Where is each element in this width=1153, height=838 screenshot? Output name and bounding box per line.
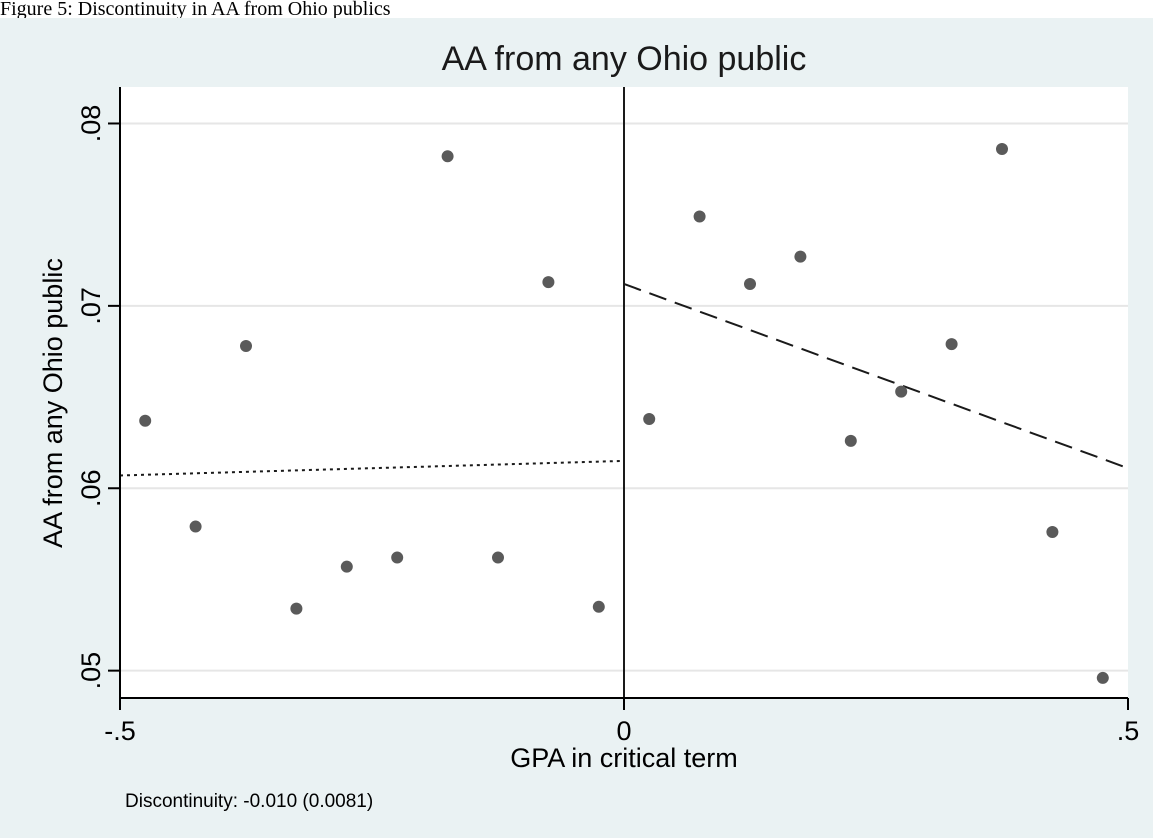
data-point: [290, 602, 303, 615]
data-point: [340, 560, 353, 573]
x-axis-label: GPA in critical term: [510, 743, 738, 773]
data-point: [895, 385, 908, 398]
y-tick-label: .08: [76, 105, 106, 143]
data-point: [744, 277, 756, 290]
data-point: [441, 150, 454, 163]
x-tick-label: .5: [1117, 716, 1140, 746]
data-point: [542, 276, 555, 289]
fit-line-right: [623, 283, 1129, 470]
data-point: [189, 520, 202, 533]
y-axis-label: AA from any Ohio public: [38, 258, 68, 548]
y-tick-label: .05: [76, 652, 106, 690]
data-point: [391, 551, 404, 564]
chart-title: AA from any Ohio public: [442, 40, 807, 78]
data-point: [643, 412, 656, 425]
data-point: [240, 339, 252, 352]
y-tick-label: .07: [76, 287, 106, 325]
x-ticks: -.5 0 .5: [104, 698, 1139, 746]
data-point: [1096, 671, 1109, 684]
y-tick-label: .06: [76, 469, 106, 507]
data-point: [945, 338, 958, 351]
data-point: [139, 414, 152, 427]
data-point: [1046, 526, 1059, 539]
data-point: [844, 434, 857, 447]
data-point: [996, 143, 1008, 156]
fit-lines: [119, 283, 1129, 477]
fit-line-left: [119, 459, 625, 477]
data-point: [693, 210, 706, 223]
data-point: [794, 250, 807, 263]
y-ticks: .05 .06 .07 .08: [76, 105, 120, 690]
figure-caption: Figure 5: Discontinuity in AA from Ohio …: [0, 0, 391, 18]
scatter-chart: -.5 0 .5 .05 .06 .07 .08 AA from any Ohio pub…: [38, 40, 1139, 812]
data-point: [592, 600, 605, 613]
x-tick-label: 0: [616, 716, 631, 746]
data-points: [139, 143, 1109, 684]
x-tick-label: -.5: [104, 716, 136, 746]
chart-frame: -.5 0 .5 .05 .06 .07 .08 AA from any Ohio pub…: [0, 18, 1153, 838]
data-point: [492, 551, 504, 564]
discontinuity-annotation: Discontinuity: -0.010 (0.0081): [125, 791, 373, 812]
